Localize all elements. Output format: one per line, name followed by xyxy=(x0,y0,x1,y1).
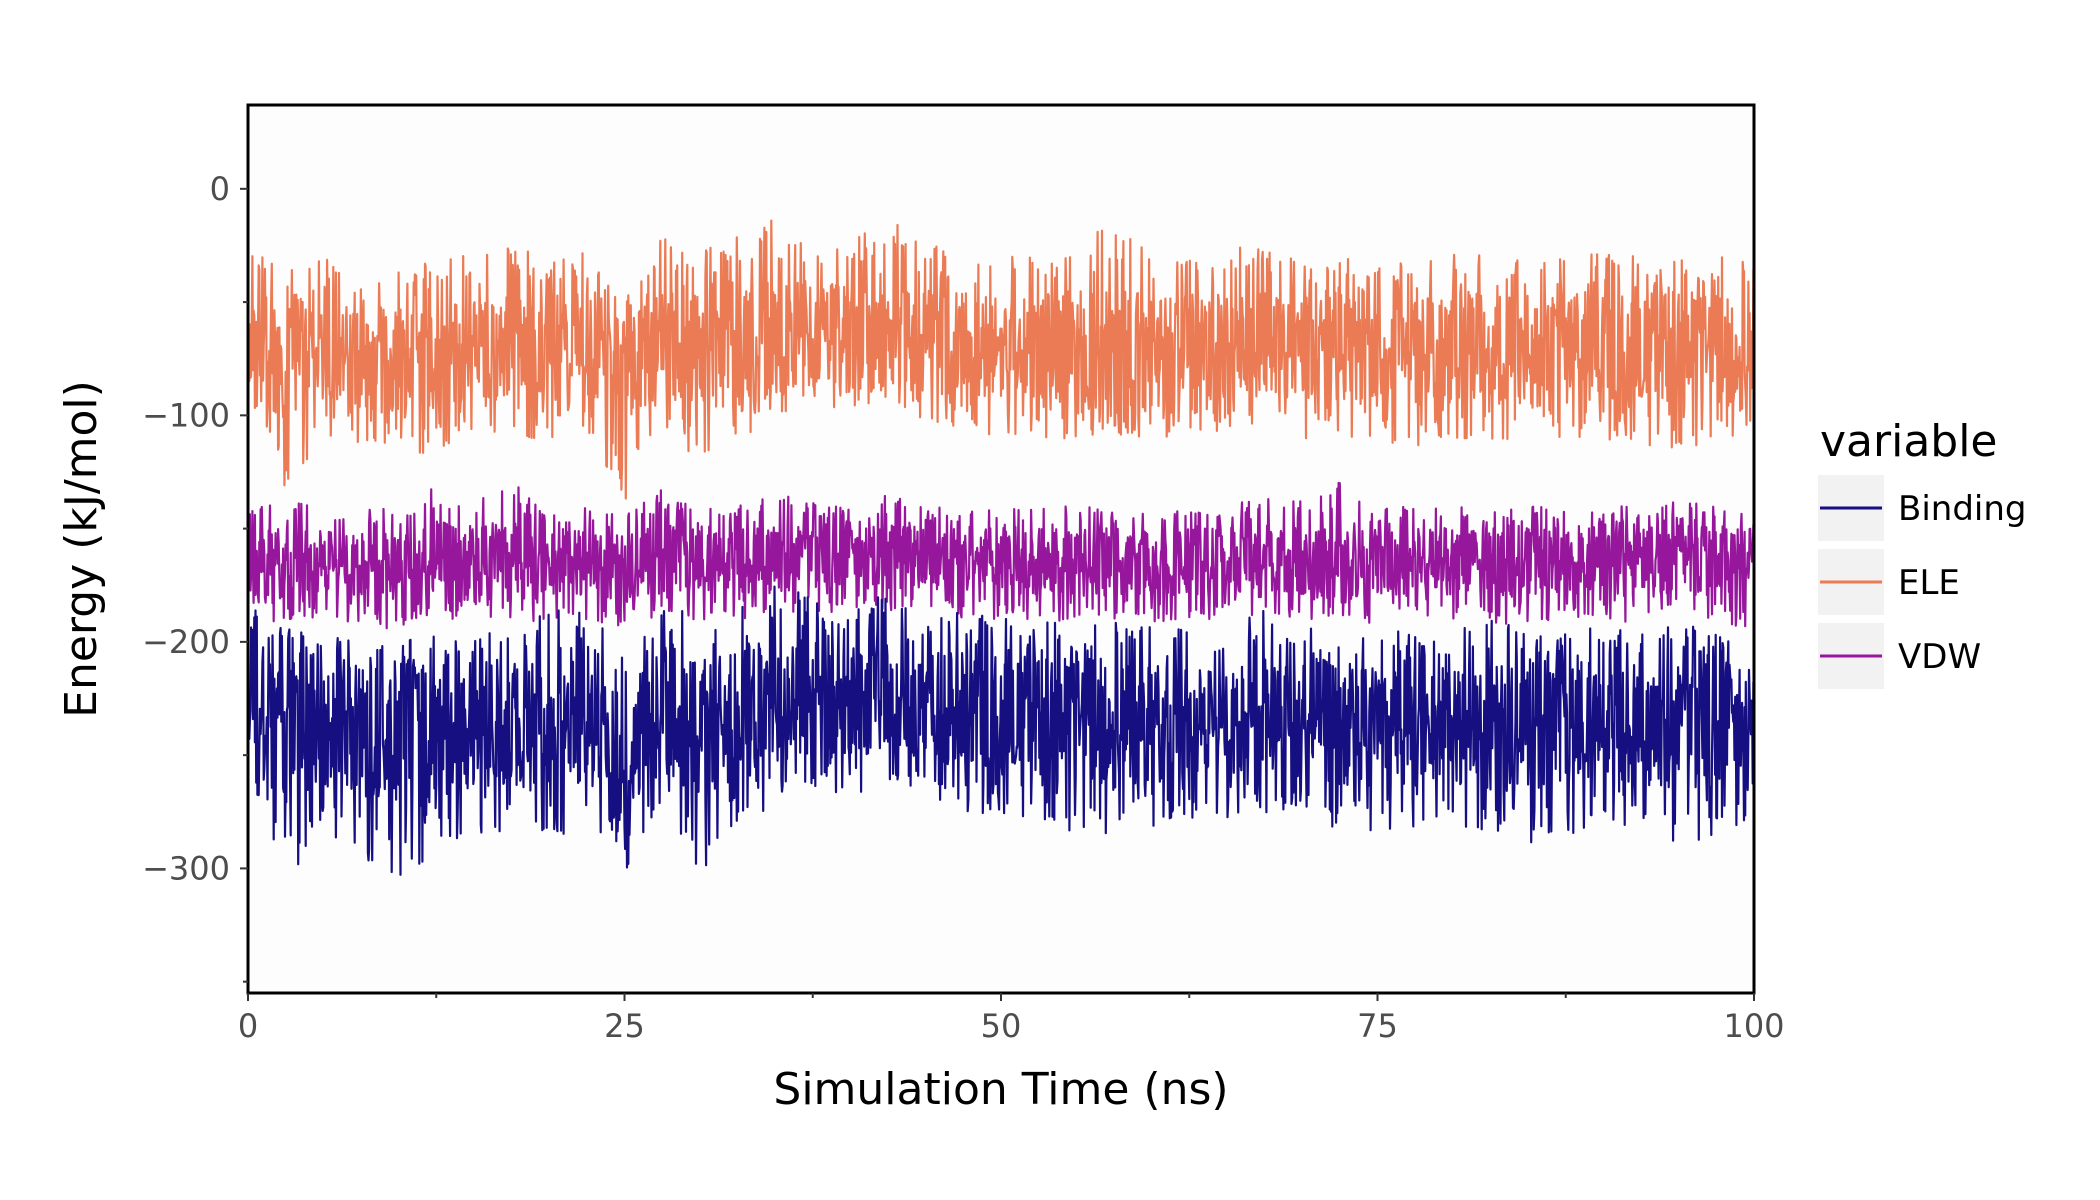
legend-title: variable xyxy=(1820,416,1998,467)
y-axis-title: Energy (kJ/mol) xyxy=(56,380,107,718)
legend-label-ele: ELE xyxy=(1898,563,1960,603)
x-axis-title: Simulation Time (ns) xyxy=(773,1064,1228,1115)
series-line-ele xyxy=(246,219,1756,500)
legend: variable Binding ELE VDW xyxy=(1818,416,2026,689)
y-tick-label: 0 xyxy=(210,170,230,208)
series-line-vdw xyxy=(246,481,1756,630)
y-tick-label: −100 xyxy=(142,396,230,434)
x-tick-label: 100 xyxy=(1723,1007,1784,1045)
y-tick-label: −200 xyxy=(142,623,230,661)
x-tick-label: 25 xyxy=(604,1007,645,1045)
y-tick-label: −300 xyxy=(142,849,230,887)
legend-label-binding: Binding xyxy=(1898,489,2026,529)
legend-label-vdw: VDW xyxy=(1898,637,1981,677)
axes-layer: 0 25 50 75 100 0 −100 −200 −300 xyxy=(142,170,1784,1045)
series-layer xyxy=(246,219,1756,876)
x-tick-label: 0 xyxy=(238,1007,258,1045)
series-line-binding xyxy=(246,585,1756,876)
x-tick-label: 75 xyxy=(1357,1007,1398,1045)
x-tick-label: 50 xyxy=(981,1007,1022,1045)
